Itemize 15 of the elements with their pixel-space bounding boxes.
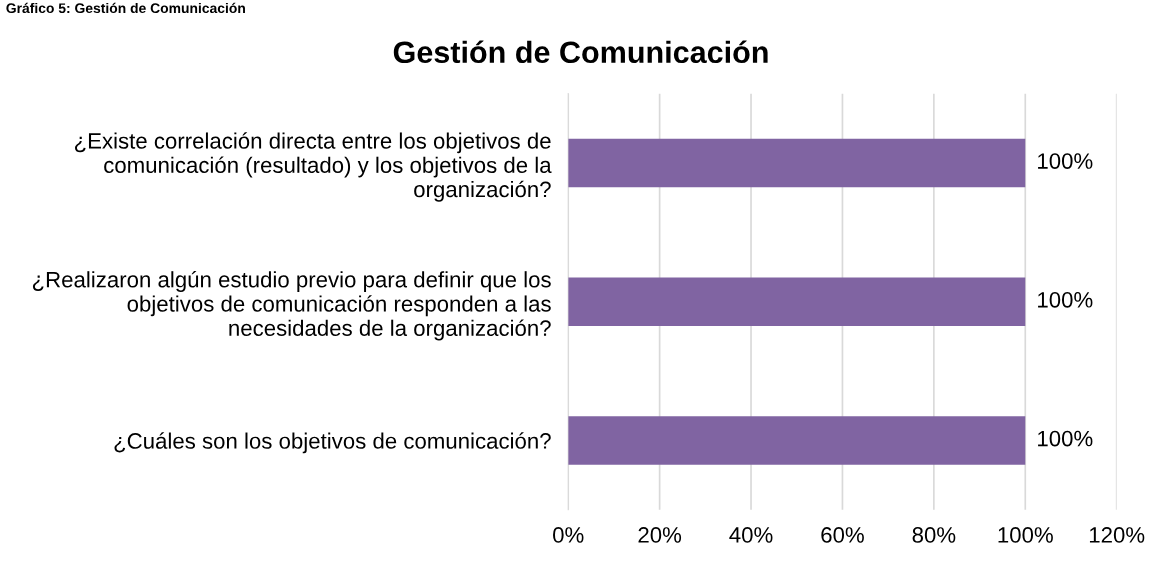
chart-title: Gestión de Comunicación	[393, 40, 768, 64]
x-tick-label: 0%	[553, 527, 584, 543]
x-tick-label: 100%	[998, 527, 1053, 543]
x-tick-label: 80%	[912, 527, 956, 543]
y-tick-label: ¿Realizaron algún estudio previo para definir que los objetivos de comunicación responden a las necesidades de la organización?	[32, 270, 551, 341]
x-tick-label: 60%	[821, 527, 864, 543]
y-tick-label: ¿Cuáles son los objetivos de comunicación?	[114, 432, 551, 454]
x-tick-label: 120%	[1089, 527, 1145, 543]
data-label: 100%	[1038, 291, 1093, 308]
text: Gráfico 5: Gestión de Comunicación	[6, 2, 245, 14]
data-label: 100%	[1038, 153, 1093, 169]
x-tick-label: 20%	[638, 527, 682, 543]
x-tick-label: 40%	[729, 527, 773, 543]
y-tick-label: ¿Existe correlación directa entre los objetivos de comunicación (resultado) y los objetivos de la organización?	[75, 132, 552, 202]
data-label: 100%	[1038, 430, 1093, 447]
